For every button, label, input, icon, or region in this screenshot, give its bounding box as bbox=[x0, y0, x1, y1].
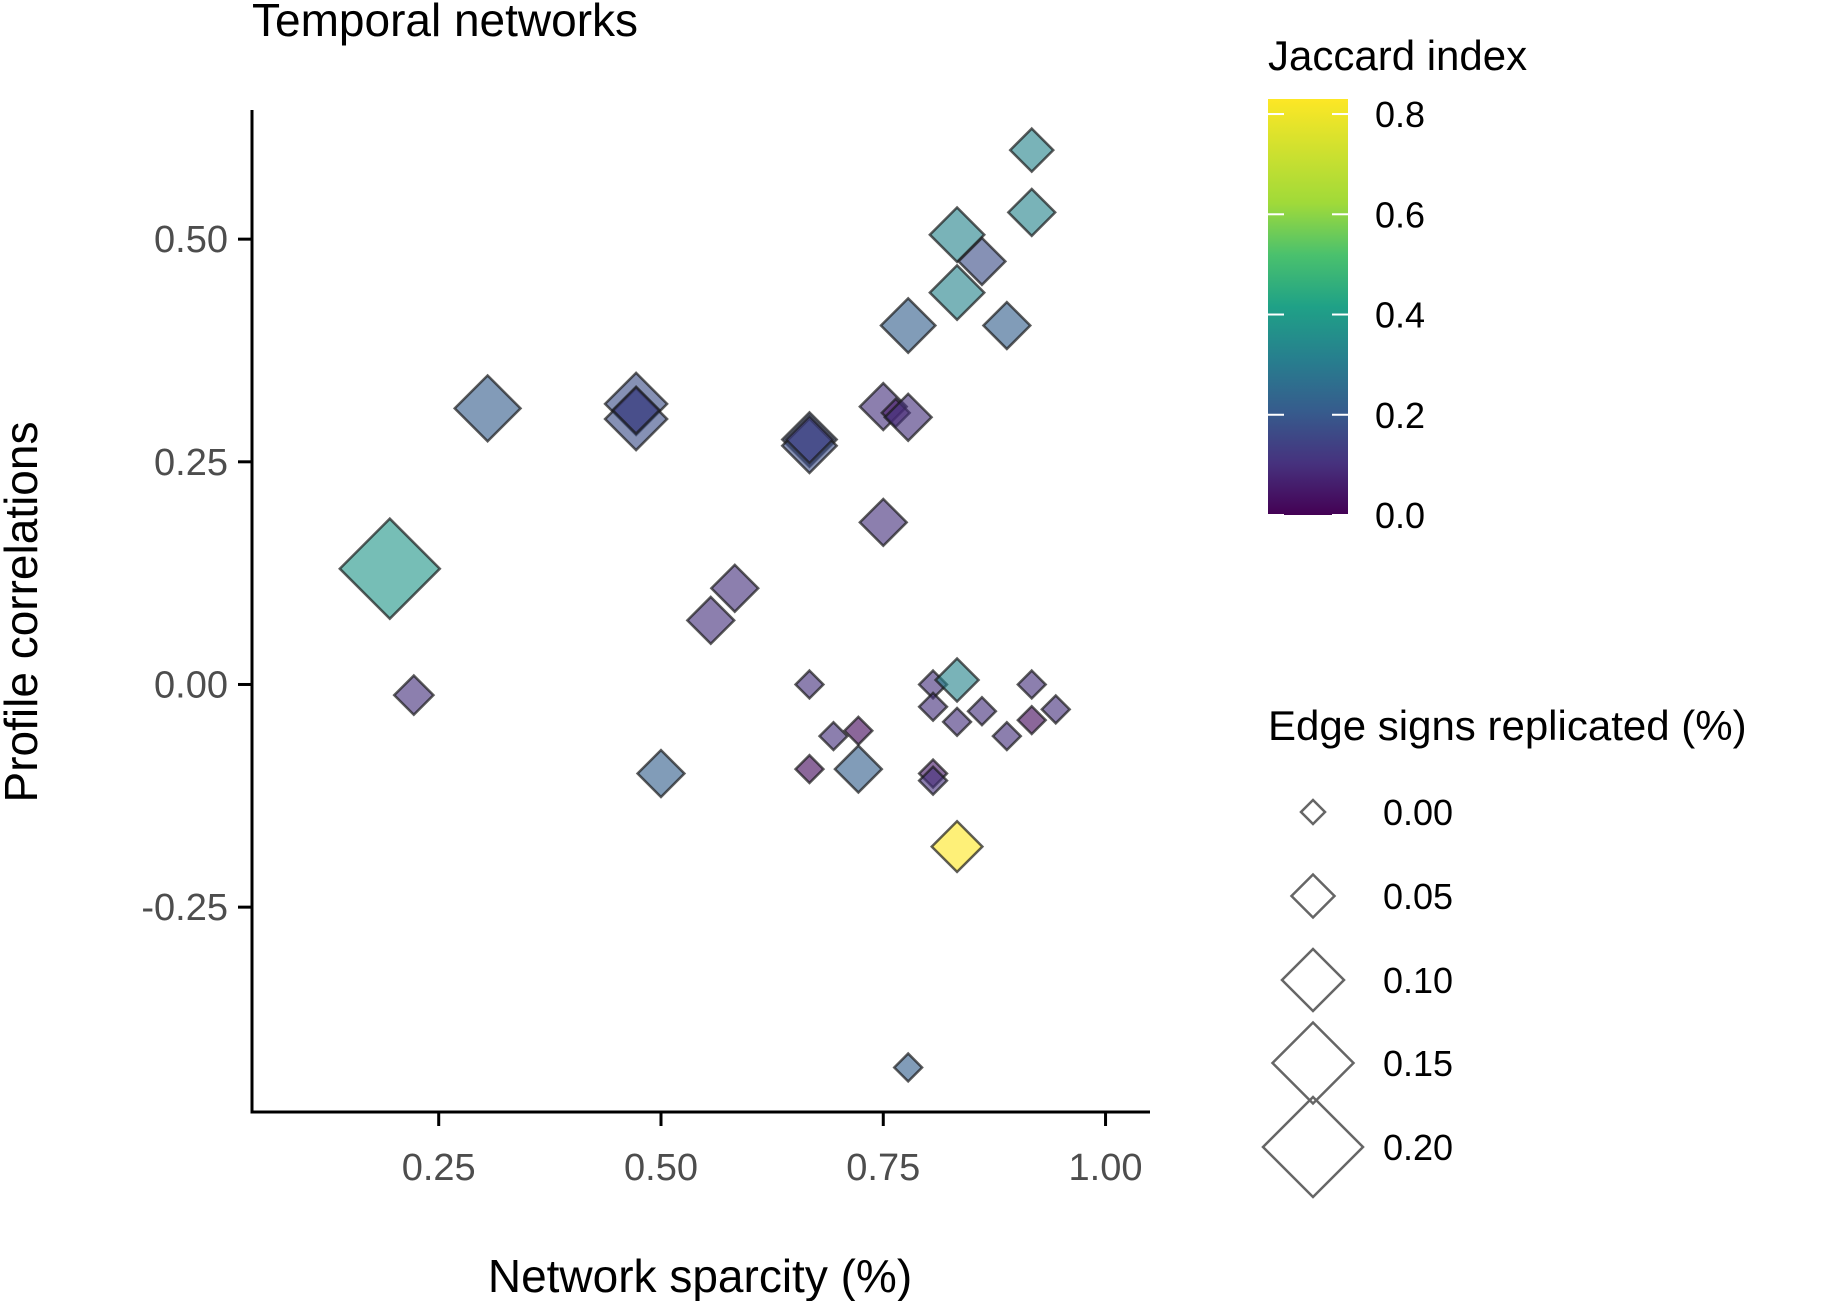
color-legend-ticks: 0.0 0.2 0.4 0.6 0.8 bbox=[1268, 94, 1425, 536]
data-point bbox=[610, 384, 662, 436]
data-point bbox=[966, 695, 998, 727]
data-point bbox=[1040, 693, 1072, 726]
color-legend-title: Jaccard index bbox=[1268, 32, 1527, 79]
data-point bbox=[793, 668, 826, 701]
data-point bbox=[928, 263, 987, 322]
chart-title: Temporal networks bbox=[252, 0, 638, 46]
color-tick-label: 0.6 bbox=[1375, 194, 1425, 235]
size-legend-key bbox=[1289, 872, 1337, 920]
data-point bbox=[1016, 704, 1048, 736]
plot-area bbox=[338, 126, 1072, 1084]
x-tick-label: 0.75 bbox=[846, 1147, 920, 1189]
data-point bbox=[981, 300, 1033, 351]
data-point bbox=[685, 595, 736, 646]
data-point bbox=[338, 516, 442, 621]
x-tick-label: 0.25 bbox=[402, 1147, 476, 1189]
data-point bbox=[892, 1051, 924, 1084]
data-point bbox=[929, 819, 985, 874]
color-tick-label: 0.2 bbox=[1375, 395, 1425, 436]
data-point bbox=[956, 236, 1008, 287]
y-axis-label: Profile correlations bbox=[0, 422, 47, 803]
size-legend: Edge signs replicated (%) 0.000.050.100.… bbox=[1261, 702, 1747, 1199]
color-bar bbox=[1268, 99, 1348, 515]
size-legend-label: 0.10 bbox=[1383, 960, 1453, 1001]
data-point bbox=[833, 743, 884, 795]
x-axis-ticks: 0.25 0.50 0.75 1.00 bbox=[402, 1112, 1143, 1189]
data-point bbox=[882, 392, 934, 443]
data-point bbox=[452, 373, 523, 444]
size-legend-label: 0.15 bbox=[1383, 1043, 1453, 1084]
size-legend-label: 0.00 bbox=[1383, 792, 1453, 833]
data-point bbox=[842, 715, 875, 747]
data-point bbox=[392, 673, 436, 717]
x-axis-label: Network sparcity (%) bbox=[488, 1250, 912, 1301]
y-tick-label: 0.00 bbox=[154, 664, 228, 706]
data-point bbox=[784, 414, 835, 465]
data-point bbox=[991, 720, 1023, 752]
data-point bbox=[879, 296, 938, 355]
size-legend-key bbox=[1270, 1020, 1356, 1106]
data-point bbox=[793, 753, 826, 785]
color-tick-label: 0.4 bbox=[1375, 295, 1425, 336]
x-tick-label: 1.00 bbox=[1069, 1147, 1143, 1189]
size-legend-items: 0.00 0.05 0.10 0.15 0.20 bbox=[1261, 792, 1453, 1199]
size-legend-label: 0.20 bbox=[1383, 1127, 1453, 1168]
data-point bbox=[917, 765, 949, 797]
color-tick-label: 0.0 bbox=[1375, 495, 1425, 536]
data-point bbox=[1016, 668, 1048, 701]
data-point bbox=[1006, 187, 1057, 238]
size-legend-title: Edge signs replicated (%) bbox=[1268, 702, 1747, 749]
data-point bbox=[933, 656, 981, 704]
color-legend: Jaccard index 0.0 0.2 0.4 0.6 0.8 bbox=[1268, 32, 1527, 536]
size-legend-key bbox=[1261, 1095, 1365, 1199]
x-tick-label: 0.50 bbox=[624, 1147, 698, 1189]
y-axis-ticks: -0.25 0.00 0.25 0.50 bbox=[141, 219, 252, 929]
data-point bbox=[709, 563, 760, 614]
data-point bbox=[817, 720, 850, 752]
size-legend-label: 0.05 bbox=[1383, 876, 1453, 917]
y-tick-label: 0.25 bbox=[154, 442, 228, 484]
size-legend-key bbox=[1280, 947, 1346, 1013]
data-point bbox=[858, 497, 909, 548]
data-point bbox=[941, 706, 973, 738]
color-tick-label: 0.8 bbox=[1375, 94, 1425, 135]
y-tick-label: 0.50 bbox=[154, 219, 228, 261]
size-legend-key bbox=[1299, 798, 1327, 826]
data-point bbox=[635, 748, 687, 799]
y-tick-label: -0.25 bbox=[141, 887, 228, 929]
data-point bbox=[1008, 126, 1056, 174]
data-point bbox=[917, 691, 949, 723]
